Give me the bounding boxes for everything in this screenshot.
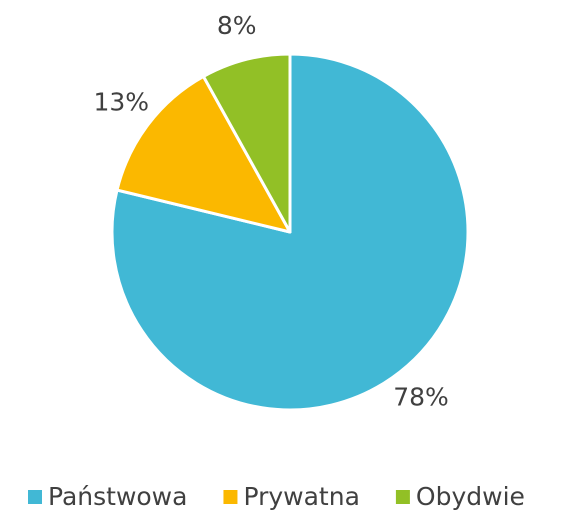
legend-label: Państwowa [48,482,187,511]
legend-label: Obydwie [416,482,525,511]
data-label: 13% [94,88,150,117]
data-label: 8% [217,11,257,40]
legend-swatch [28,490,42,504]
pie-slice [115,74,292,234]
legend-label: Prywatna [243,482,359,511]
pie-slice [201,52,292,234]
legend-swatch [223,490,238,504]
legend-swatch [395,490,410,504]
data-label: 78% [393,383,449,412]
pie-slice [110,52,470,412]
